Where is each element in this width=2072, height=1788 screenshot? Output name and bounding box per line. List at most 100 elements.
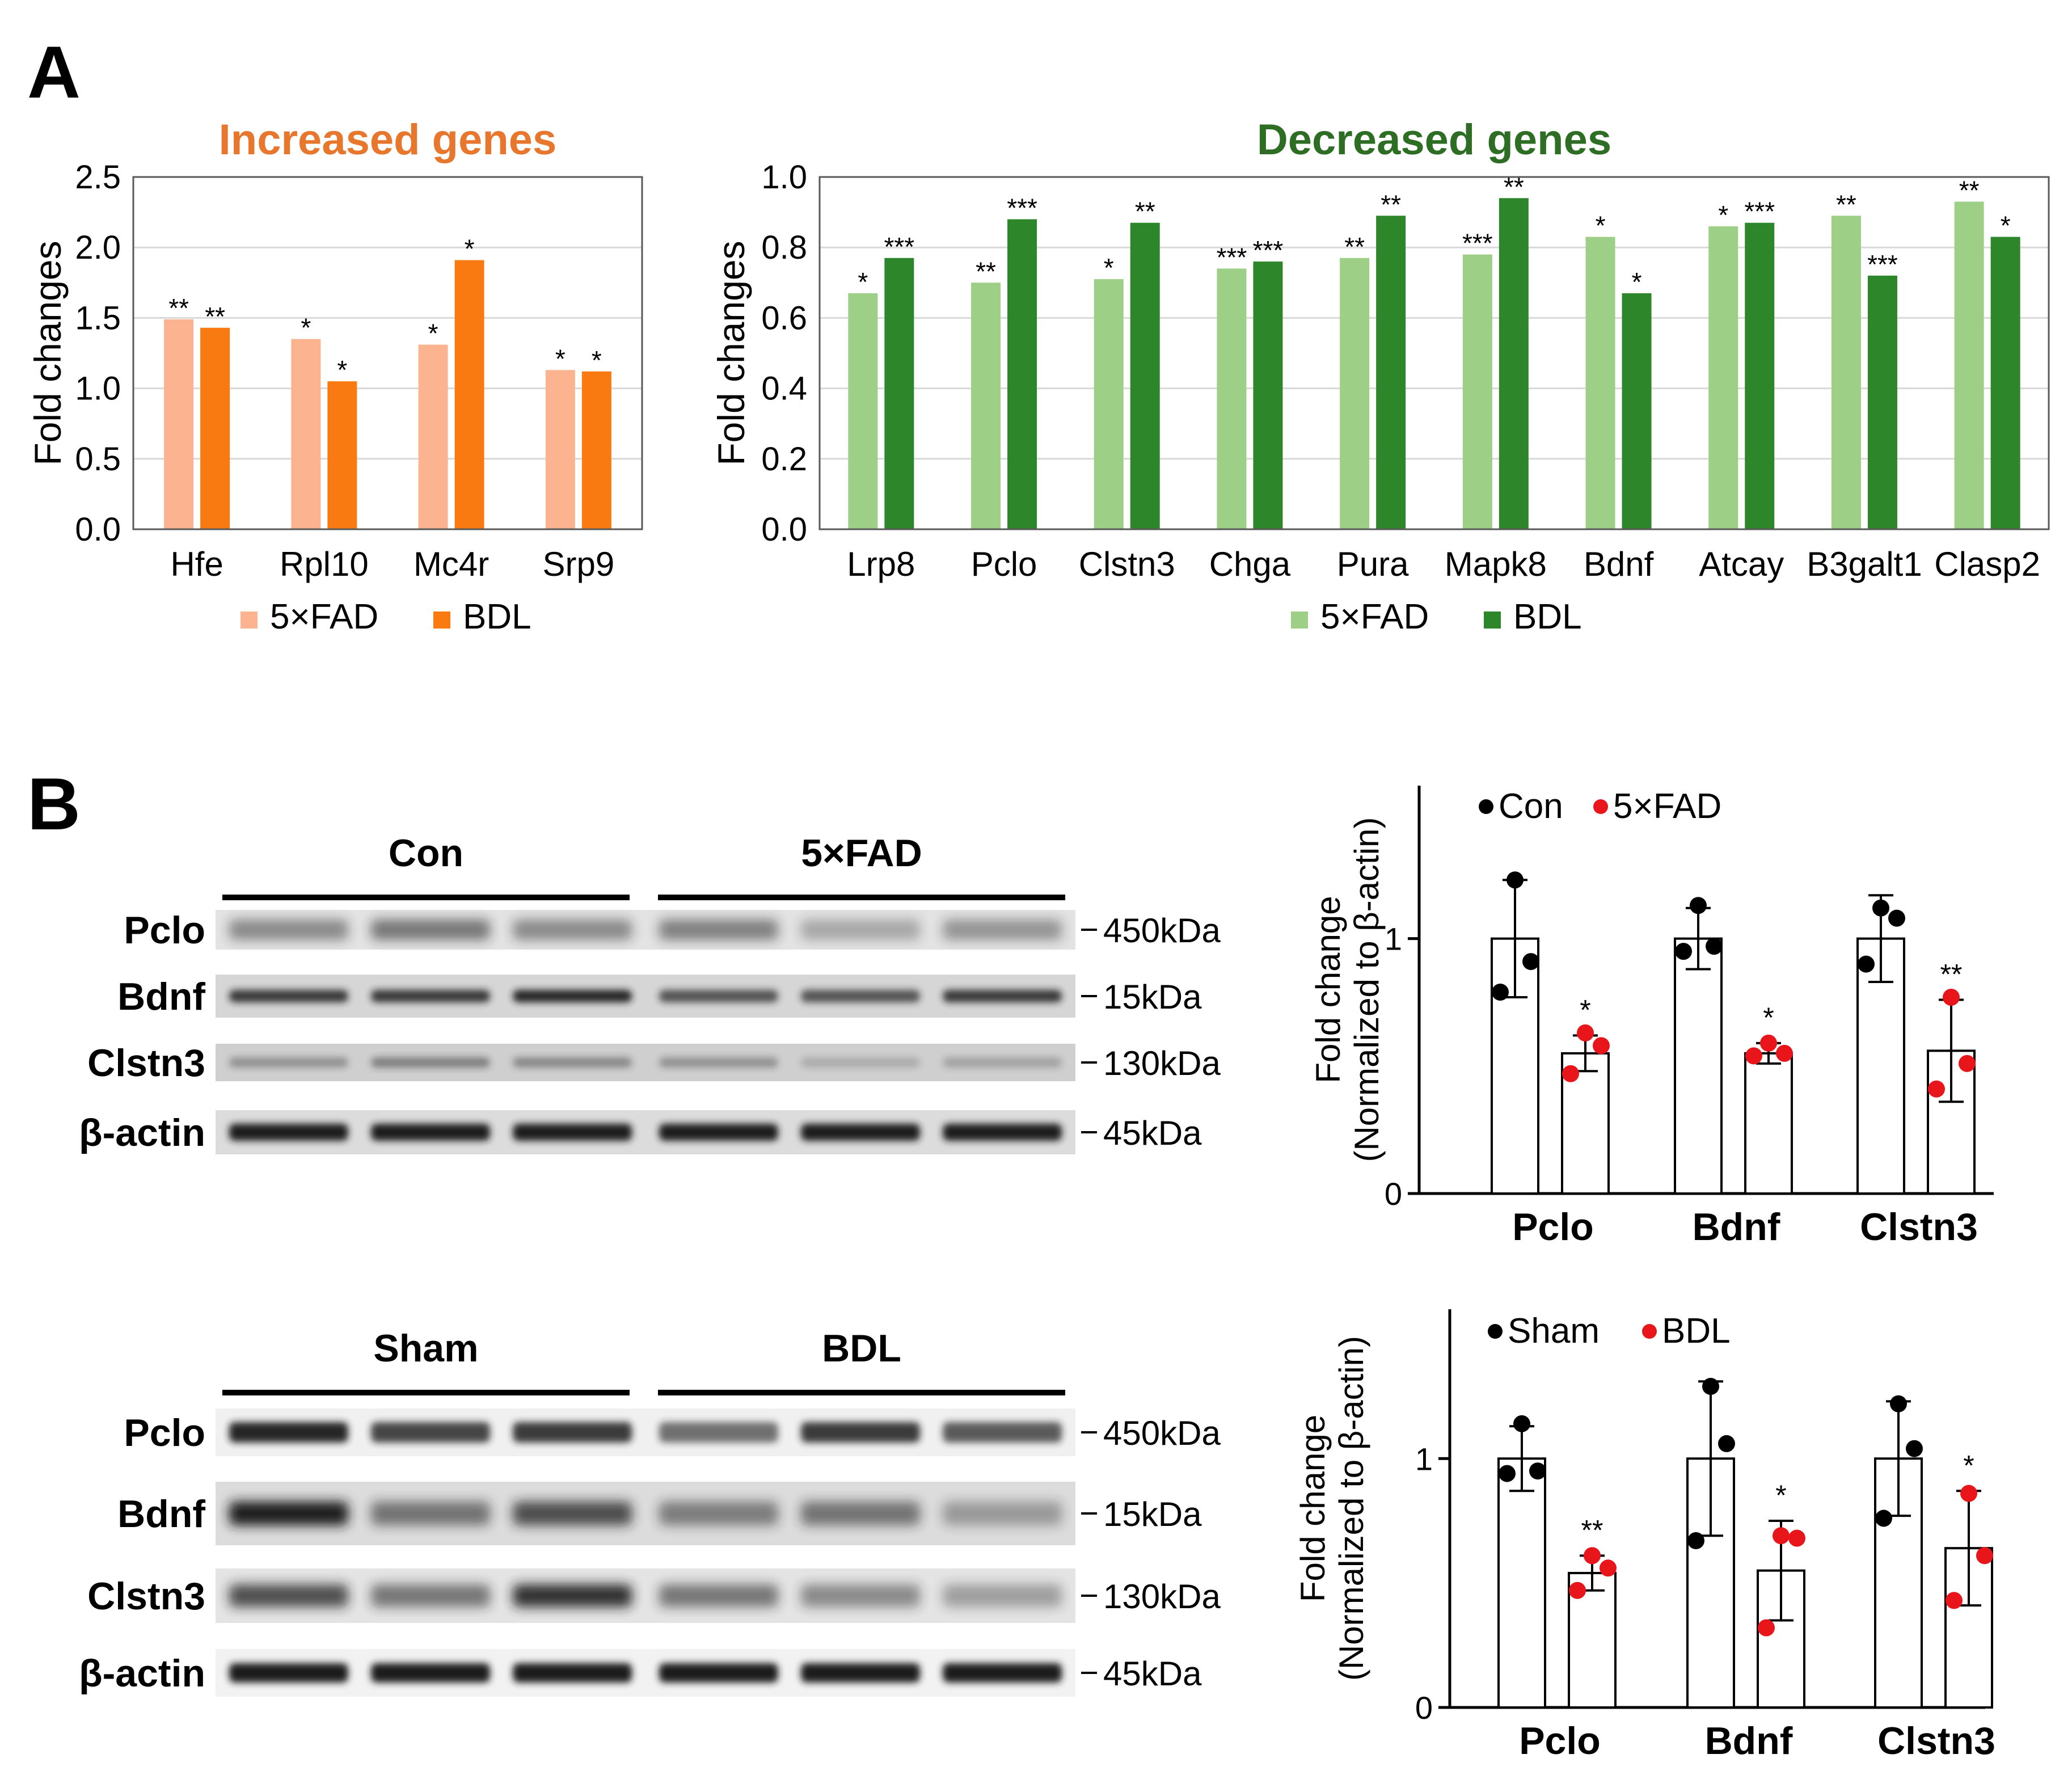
blot-band xyxy=(943,1584,1062,1607)
data-point xyxy=(1928,1080,1945,1098)
y-axis-label: Fold change xyxy=(1294,1415,1332,1602)
blot-band xyxy=(513,1124,632,1141)
bar-atcay-bdl xyxy=(1745,222,1775,530)
legend-label: BDL xyxy=(1662,1312,1731,1351)
significance-label: * xyxy=(428,319,438,348)
blot-strip xyxy=(216,1409,1075,1456)
plot-frame xyxy=(132,176,643,530)
bar-bdnf-fad xyxy=(1585,237,1615,529)
x-tick-label: Bdnf xyxy=(1705,1719,1793,1762)
blot-protein-label: Clstn3 xyxy=(87,1575,205,1618)
significance-label: ** xyxy=(976,256,996,286)
bar-mc4r-fad xyxy=(418,344,448,529)
y-tick-label: 0.4 xyxy=(761,370,807,407)
significance-label: ** xyxy=(1940,958,1963,990)
blot-band xyxy=(229,1124,348,1141)
blot-protein-label: Pclo xyxy=(124,1411,205,1454)
blot-protein-label: Clstn3 xyxy=(87,1041,205,1085)
blot-strip xyxy=(216,975,1075,1018)
data-point xyxy=(1776,1044,1793,1062)
significance-label: * xyxy=(1596,211,1606,241)
blot-group-label: BDL xyxy=(822,1327,901,1370)
significance-label: * xyxy=(1632,267,1642,297)
blot-band xyxy=(801,1663,920,1682)
significance-label: * xyxy=(1718,200,1728,230)
panel-label-a: A xyxy=(27,31,81,113)
blot-protein-label: Bdnf xyxy=(117,1492,205,1536)
x-tick-label: Lrp8 xyxy=(847,545,915,583)
blot-band xyxy=(371,920,490,940)
data-point xyxy=(1529,1462,1546,1480)
significance-label: * xyxy=(592,345,602,375)
blot-band xyxy=(801,1502,920,1525)
blot-band xyxy=(513,1584,632,1607)
data-point xyxy=(1577,1024,1594,1041)
data-point xyxy=(1492,983,1509,1001)
significance-label: * xyxy=(337,355,347,385)
bar-b3galt1-bdl xyxy=(1867,275,1897,529)
blot-band xyxy=(371,1124,490,1141)
data-point xyxy=(1858,955,1875,973)
significance-label: ** xyxy=(1836,189,1856,219)
data-point xyxy=(1906,1440,1923,1457)
blot-band xyxy=(229,1584,348,1607)
increased-genes-chart: 0.00.51.01.52.02.5** **Hfe**Rpl10**Mc4r* *… xyxy=(27,116,643,636)
bar-pura-bdl xyxy=(1376,216,1406,529)
legend-label: Sham xyxy=(1508,1312,1600,1351)
x-tick-label: Hfe xyxy=(170,545,223,583)
blot-strip xyxy=(216,1568,1075,1623)
blot-band xyxy=(943,990,1062,1002)
quantification-chart-bdl: 0 1 ** Pclo * Bdnf * Clstn3 Fold change (Normaliz… xyxy=(1294,1309,1995,1762)
x-tick-label: Chga xyxy=(1209,545,1291,583)
quantification-chart-5xfad: 0 1 * Pclo * Bdnf ** Clstn3 Fold change (Normaliz… xyxy=(1309,786,1994,1249)
blot-band xyxy=(229,920,348,940)
blot-band xyxy=(943,920,1062,940)
legend-label: 5×FAD xyxy=(1613,787,1721,826)
bar-pclo-sham xyxy=(1497,1457,1546,1709)
legend-label: 5×FAD xyxy=(1320,597,1429,636)
blot-band xyxy=(943,1057,1062,1068)
blot-band xyxy=(801,920,920,940)
significance-label: * xyxy=(555,344,566,373)
data-point xyxy=(1890,1395,1907,1412)
bar-bdnf-bdl xyxy=(1622,293,1652,529)
bar-rpl10-bdl xyxy=(327,381,357,529)
significance-label: ** xyxy=(168,293,189,323)
y-axis-label-secondary: (Normalized to β-actin) xyxy=(1348,817,1386,1162)
bar-hfe-fad xyxy=(164,319,194,529)
x-tick-label: Pclo xyxy=(971,545,1037,583)
blot-size-label: 45kDa xyxy=(1103,1655,1202,1693)
significance-label: ** xyxy=(205,302,225,331)
data-point xyxy=(1959,1055,1976,1072)
blot-band xyxy=(371,1057,490,1068)
bar-mapk8-fad xyxy=(1462,254,1492,529)
legend-swatch xyxy=(240,612,258,629)
blot-strip xyxy=(216,910,1075,950)
blot-group-label: Con xyxy=(389,832,463,875)
blot-band xyxy=(659,1057,778,1068)
data-point xyxy=(1875,1509,1892,1527)
y-tick-label: 0 xyxy=(1385,1176,1402,1212)
y-axis-label: Fold changes xyxy=(27,241,69,465)
chart-title: Decreased genes xyxy=(1257,116,1611,164)
blot-band xyxy=(659,1584,778,1607)
legend-swatch xyxy=(1484,612,1501,629)
legend-marker xyxy=(1479,799,1493,814)
y-tick-label: 0 xyxy=(1415,1690,1433,1726)
significance-label: *** xyxy=(1217,242,1247,272)
x-tick-label: B3galt1 xyxy=(1807,545,1922,583)
blot-protein-label: β-actin xyxy=(79,1111,205,1154)
legend-label: BDL xyxy=(1513,597,1582,636)
significance-label: ** xyxy=(1381,189,1401,219)
data-point xyxy=(1584,1547,1601,1564)
blot-band xyxy=(943,1422,1062,1443)
blot-band xyxy=(229,1057,348,1068)
blot-band xyxy=(801,1584,920,1607)
y-tick-label: 1.5 xyxy=(75,300,121,336)
y-tick-label: 2.0 xyxy=(75,229,121,266)
significance-label: *** xyxy=(1867,250,1898,279)
x-tick-label: Clstn3 xyxy=(1877,1719,1995,1762)
blot-band xyxy=(229,1502,348,1525)
bar-clasp2-fad xyxy=(1954,201,1984,530)
